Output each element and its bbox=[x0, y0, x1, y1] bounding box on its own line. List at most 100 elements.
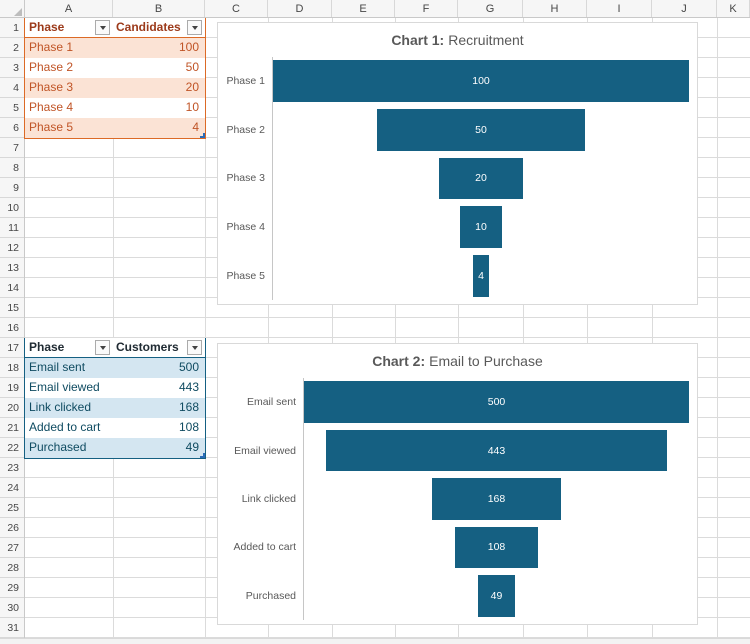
table-resize-handle[interactable] bbox=[200, 133, 205, 138]
cell[interactable]: 49 bbox=[185, 440, 199, 454]
row-header-18[interactable]: 18 bbox=[0, 358, 24, 378]
funnel-bar[interactable]: 108 bbox=[454, 526, 539, 569]
column-header-b[interactable]: B bbox=[113, 0, 205, 17]
funnel-bar-track: 20 bbox=[272, 154, 697, 203]
row-header-12[interactable]: 12 bbox=[0, 238, 24, 258]
filter-dropdown-button[interactable] bbox=[187, 340, 202, 355]
header-cell-phase[interactable]: Phase bbox=[25, 338, 112, 357]
filter-dropdown-button[interactable] bbox=[187, 20, 202, 35]
funnel-bar[interactable]: 443 bbox=[325, 429, 668, 472]
row-header-28[interactable]: 28 bbox=[0, 558, 24, 578]
select-all-button[interactable] bbox=[0, 0, 25, 17]
row-header-29[interactable]: 29 bbox=[0, 578, 24, 598]
cell[interactable]: 50 bbox=[185, 60, 199, 74]
cell[interactable]: Email viewed bbox=[29, 380, 100, 394]
row-header-25[interactable]: 25 bbox=[0, 498, 24, 518]
chart-1[interactable]: Chart 1: Recruitment Phase 1 100 Phase 2 50 Ph… bbox=[217, 22, 698, 305]
row-header-27[interactable]: 27 bbox=[0, 538, 24, 558]
row-header-15[interactable]: 15 bbox=[0, 298, 24, 318]
header-cell-candidates[interactable]: Candidates bbox=[112, 18, 204, 37]
gridline bbox=[458, 18, 459, 638]
column-header-i[interactable]: I bbox=[587, 0, 652, 17]
data-label: 500 bbox=[487, 396, 506, 409]
cell[interactable]: 4 bbox=[192, 120, 199, 134]
row-header-9[interactable]: 9 bbox=[0, 178, 24, 198]
row-header-17[interactable]: 17 bbox=[0, 338, 24, 358]
cell[interactable]: 168 bbox=[178, 400, 199, 414]
table-resize-handle[interactable] bbox=[200, 453, 205, 458]
funnel-bar[interactable]: 50 bbox=[377, 109, 585, 151]
row-header-4[interactable]: 4 bbox=[0, 78, 24, 98]
funnel-bar[interactable]: 10 bbox=[460, 206, 502, 248]
funnel-bar[interactable]: 100 bbox=[273, 60, 689, 103]
row-header-16[interactable]: 16 bbox=[0, 318, 24, 338]
row-header-1[interactable]: 1 bbox=[0, 18, 24, 38]
row-header-7[interactable]: 7 bbox=[0, 138, 24, 158]
row-header-14[interactable]: 14 bbox=[0, 278, 24, 298]
column-header-h[interactable]: H bbox=[523, 0, 587, 17]
cell[interactable]: Phase 1 bbox=[29, 40, 74, 54]
row-header-13[interactable]: 13 bbox=[0, 258, 24, 278]
cell[interactable]: Link clicked bbox=[29, 400, 92, 414]
column-header-g[interactable]: G bbox=[458, 0, 523, 17]
column-header-f[interactable]: F bbox=[395, 0, 458, 17]
cell[interactable]: 108 bbox=[178, 420, 199, 434]
chart-2[interactable]: Chart 2: Email to Purchase Email sent 500 Em… bbox=[217, 343, 698, 625]
row-header-21[interactable]: 21 bbox=[0, 418, 24, 438]
funnel-bar-track: 443 bbox=[303, 426, 697, 475]
header-cell-customers[interactable]: Customers bbox=[112, 338, 204, 357]
chevron-down-icon bbox=[99, 25, 106, 30]
row-header-31[interactable]: 31 bbox=[0, 618, 24, 638]
gridline bbox=[205, 18, 206, 638]
cell[interactable]: Added to cart bbox=[29, 420, 101, 434]
header-cell-label: Customers bbox=[116, 340, 179, 354]
funnel-bar[interactable]: 20 bbox=[439, 157, 523, 200]
cell[interactable]: 443 bbox=[178, 380, 199, 394]
row-header-3[interactable]: 3 bbox=[0, 58, 24, 78]
cell[interactable]: Phase 5 bbox=[29, 120, 74, 134]
cell[interactable]: 20 bbox=[185, 80, 199, 94]
filter-dropdown-button[interactable] bbox=[95, 340, 110, 355]
funnel-bar[interactable]: 49 bbox=[477, 575, 516, 617]
column-header-k[interactable]: K bbox=[717, 0, 750, 17]
column-header-e[interactable]: E bbox=[332, 0, 395, 17]
cell[interactable]: Phase 4 bbox=[29, 100, 74, 114]
row-header-26[interactable]: 26 bbox=[0, 518, 24, 538]
select-all-triangle-icon bbox=[14, 8, 22, 16]
header-cell-phase[interactable]: Phase bbox=[25, 18, 112, 37]
row-header-19[interactable]: 19 bbox=[0, 378, 24, 398]
row-header-11[interactable]: 11 bbox=[0, 218, 24, 238]
column-header-j[interactable]: J bbox=[652, 0, 717, 17]
funnel-bar[interactable]: 4 bbox=[472, 254, 490, 297]
funnel-row: Phase 3 20 bbox=[218, 154, 697, 203]
funnel-bar[interactable]: 500 bbox=[304, 381, 689, 424]
row-header-24[interactable]: 24 bbox=[0, 478, 24, 498]
row-header-2[interactable]: 2 bbox=[0, 38, 24, 58]
row-header-8[interactable]: 8 bbox=[0, 158, 24, 178]
funnel-bar[interactable]: 168 bbox=[431, 478, 562, 520]
cell[interactable]: 100 bbox=[178, 40, 199, 54]
row-header-5[interactable]: 5 bbox=[0, 98, 24, 118]
table-row: Added to cart 108 bbox=[25, 418, 205, 438]
funnel-bar-track: 168 bbox=[303, 474, 697, 524]
cell[interactable]: Phase 3 bbox=[29, 80, 74, 94]
cell[interactable]: Purchased bbox=[29, 440, 87, 454]
column-header-d[interactable]: D bbox=[268, 0, 332, 17]
cell[interactable]: Phase 2 bbox=[29, 60, 74, 74]
table-row: Phase 5 4 bbox=[25, 118, 205, 138]
cell[interactable]: Email sent bbox=[29, 360, 86, 374]
row-header-30[interactable]: 30 bbox=[0, 598, 24, 618]
column-header-c[interactable]: C bbox=[205, 0, 268, 17]
funnel-row: Phase 5 4 bbox=[218, 251, 697, 300]
row-header-20[interactable]: 20 bbox=[0, 398, 24, 418]
cell[interactable]: 10 bbox=[185, 100, 199, 114]
funnel-bar-track: 4 bbox=[272, 251, 697, 300]
row-header-23[interactable]: 23 bbox=[0, 458, 24, 478]
chart-title-prefix: Chart 2: bbox=[372, 353, 426, 369]
row-header-22[interactable]: 22 bbox=[0, 438, 24, 458]
row-header-10[interactable]: 10 bbox=[0, 198, 24, 218]
filter-dropdown-button[interactable] bbox=[95, 20, 110, 35]
row-header-6[interactable]: 6 bbox=[0, 118, 24, 138]
column-header-a[interactable]: A bbox=[25, 0, 113, 17]
cell[interactable]: 500 bbox=[178, 360, 199, 374]
